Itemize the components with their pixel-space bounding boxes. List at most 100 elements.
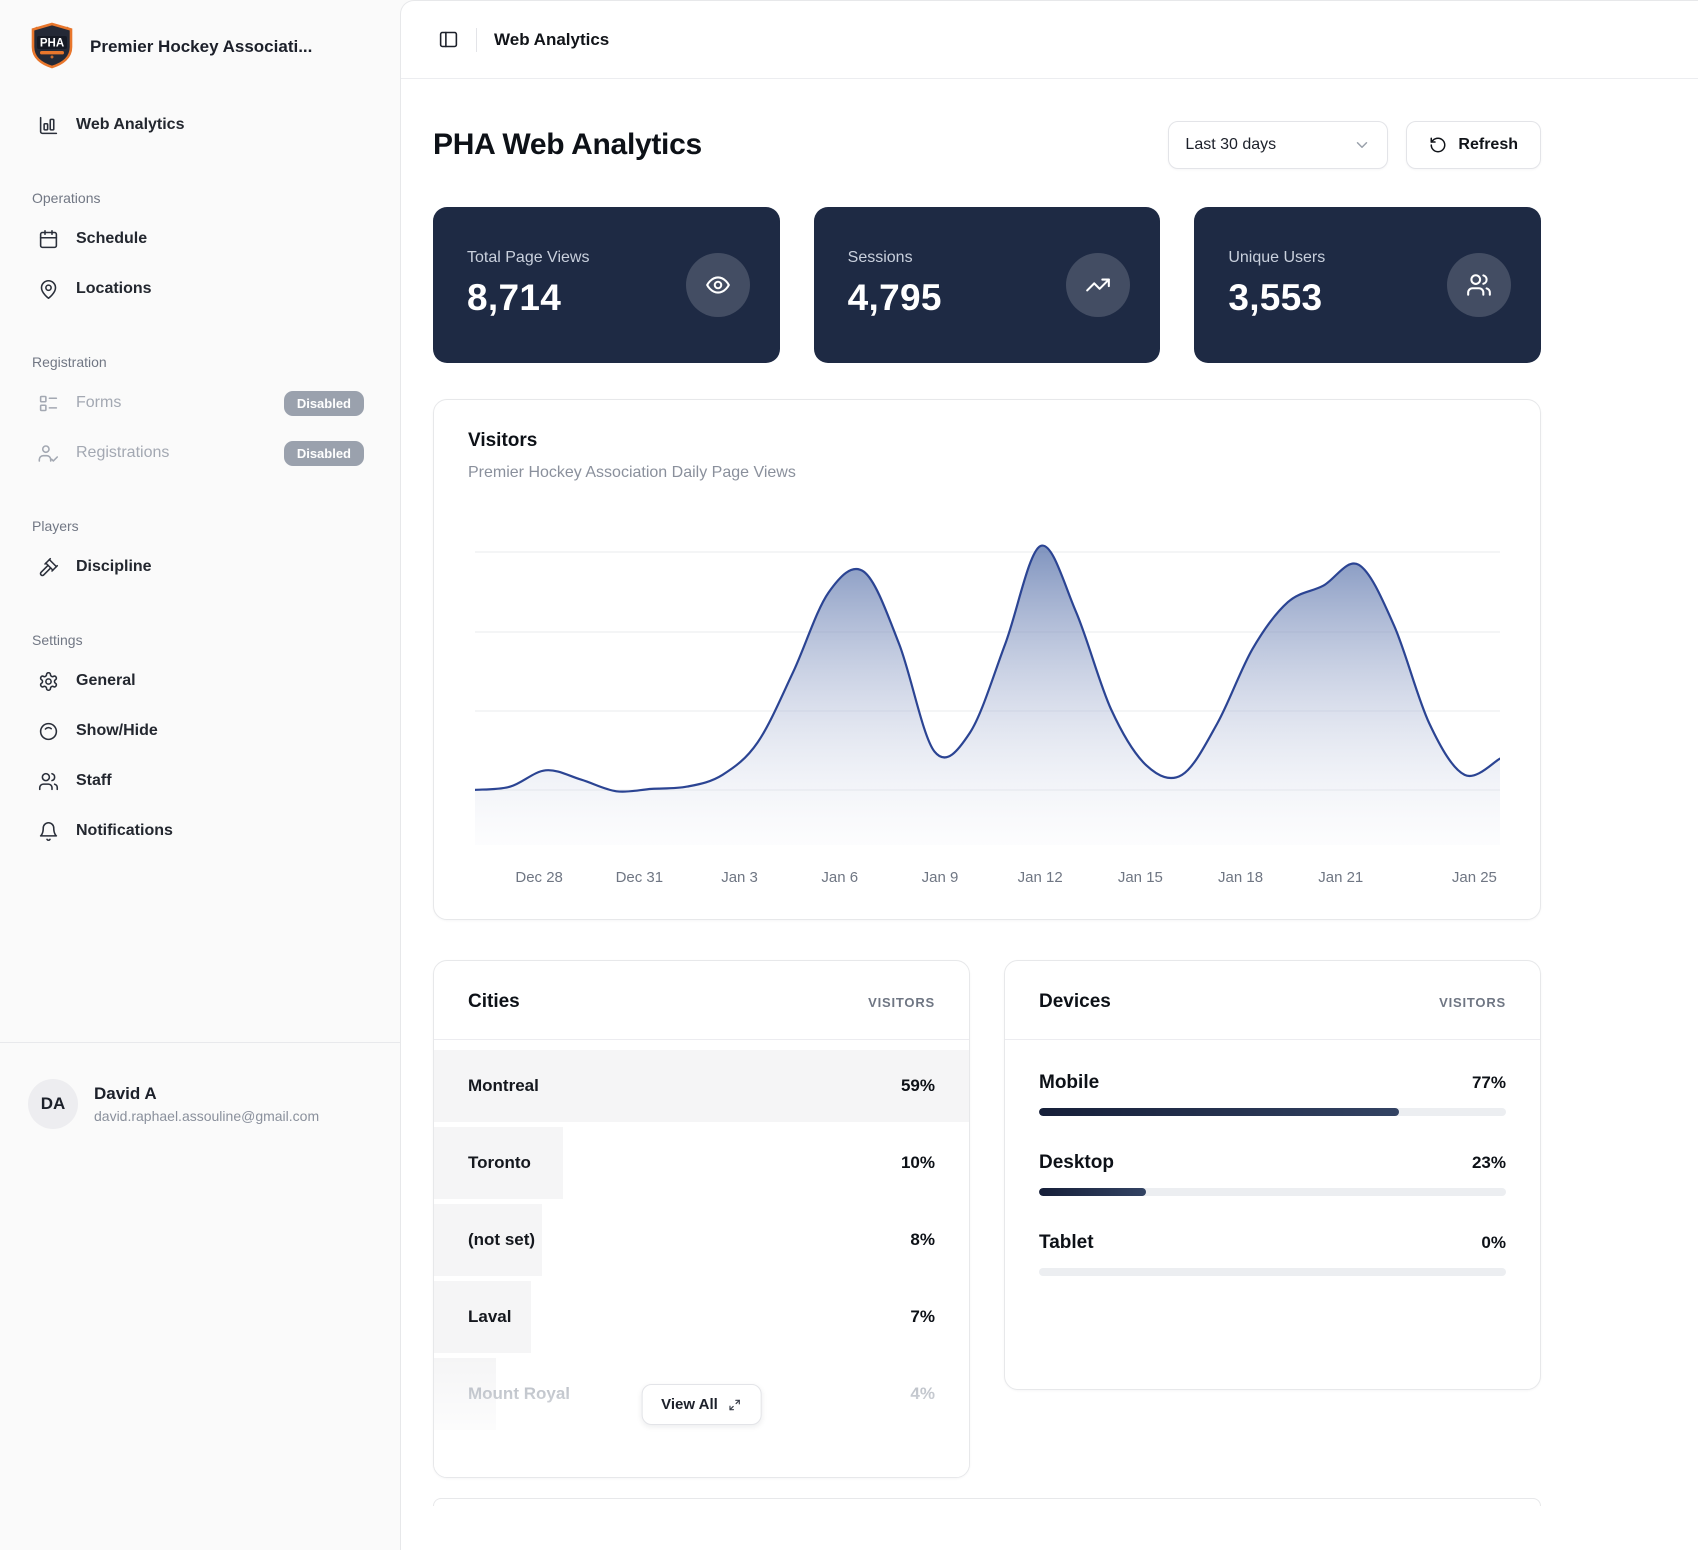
trending-up-icon	[1066, 253, 1131, 317]
x-tick-label: Jan 18	[1218, 869, 1264, 886]
user-menu[interactable]: DA David A david.raphael.assouline@gmail…	[28, 1079, 368, 1129]
progress-fill	[1039, 1108, 1399, 1116]
table-row[interactable]: (not set) 8%	[434, 1204, 969, 1276]
city-percent: 4%	[910, 1384, 935, 1403]
x-tick-label: Jan 6	[821, 869, 859, 886]
refresh-icon	[1430, 137, 1446, 153]
sidebar-item-label: Discipline	[76, 558, 152, 575]
list-item: Desktop 23%	[1039, 1152, 1506, 1196]
city-name: Mount Royal	[468, 1384, 570, 1403]
x-tick-label: Jan 21	[1318, 869, 1364, 886]
calendar-icon	[39, 229, 58, 248]
sidebar-item-web-analytics[interactable]: Web Analytics	[28, 100, 368, 150]
sidebar-section-registration: Registration Forms Disabled Registration…	[28, 354, 368, 478]
stat-card-unique-users: Unique Users 3,553	[1194, 207, 1541, 363]
progress-fill	[1039, 1188, 1147, 1196]
refresh-label: Refresh	[1458, 136, 1518, 153]
eye-icon	[685, 253, 750, 317]
city-bar	[434, 1204, 543, 1276]
device-name: Desktop	[1039, 1152, 1114, 1173]
disabled-badge: Disabled	[283, 440, 364, 466]
sidebar-item-locations[interactable]: Locations	[28, 264, 368, 314]
sidebar-toggle-icon[interactable]	[438, 29, 459, 50]
x-tick-label: Jan 15	[1117, 869, 1163, 886]
user-check-icon	[38, 444, 59, 462]
date-range-select[interactable]: Last 30 days	[1168, 121, 1389, 169]
area-chart-svg	[475, 544, 1500, 845]
sidebar-item-label: Registrations	[76, 444, 170, 461]
divider	[476, 27, 477, 52]
city-percent: 7%	[910, 1307, 935, 1326]
list-item: Tablet 0%	[1039, 1232, 1506, 1276]
progress-track	[1039, 1268, 1506, 1276]
sidebar-item-label: Forms	[76, 394, 122, 411]
section-header: Registration	[32, 354, 107, 370]
table-row[interactable]: Toronto 10%	[434, 1127, 969, 1199]
view-all-label: View All	[661, 1396, 718, 1413]
sidebar-item-discipline[interactable]: Discipline	[28, 542, 368, 592]
date-range-value: Last 30 days	[1185, 136, 1277, 153]
disabled-badge: Disabled	[283, 390, 364, 416]
progress-track	[1039, 1188, 1506, 1196]
devices-card: Devices VISITORS Mobile 77% Desktop 23%	[1004, 960, 1541, 1390]
devices-visitors-column-header: VISITORS	[1439, 994, 1506, 1010]
view-all-button[interactable]: View All	[641, 1384, 762, 1425]
sidebar-item-label: Show/Hide	[76, 722, 158, 739]
sidebar-item-label: Staff	[76, 772, 112, 789]
sidebar-item-notifications[interactable]: Notifications	[28, 806, 368, 856]
sidebar-item-general[interactable]: General	[28, 656, 368, 706]
line-series	[475, 544, 1500, 793]
devices-title: Devices	[1039, 991, 1111, 1012]
cities-rows: Montreal 59% Toronto 10% (not set) 8%	[434, 1050, 969, 1430]
device-percent: 23%	[1471, 1153, 1506, 1172]
users-icon	[1446, 253, 1511, 317]
device-percent: 77%	[1471, 1073, 1506, 1092]
sidebar-item-schedule[interactable]: Schedule	[28, 214, 368, 264]
org-switcher[interactable]: PHA Premier Hockey Associati...	[28, 20, 368, 74]
breadcrumb: Web Analytics	[494, 29, 610, 49]
x-tick-label: Dec 28	[515, 869, 563, 886]
x-tick-label: Jan 12	[1017, 869, 1063, 886]
table-row[interactable]: Laval 7%	[434, 1281, 969, 1353]
cities-title: Cities	[468, 991, 520, 1012]
stat-card-sessions: Sessions 4,795	[813, 207, 1161, 363]
device-name: Tablet	[1039, 1232, 1094, 1253]
device-name: Mobile	[1039, 1072, 1100, 1093]
table-row[interactable]: Montreal 59%	[434, 1050, 969, 1122]
x-axis-labels: Dec 28 Dec 31 Jan 3 Jan 6 Jan 9 Jan 12 Jan 15 J…	[475, 859, 1500, 895]
progress-track	[1039, 1108, 1506, 1116]
area-chart: Dec 28 Dec 31 Jan 3 Jan 6 Jan 9 Jan 12 Jan 15 J…	[475, 508, 1500, 895]
topbar: Web Analytics	[401, 1, 1698, 79]
layout-list-icon	[39, 395, 58, 411]
user-email: david.raphael.assouline@gmail.com	[94, 1108, 320, 1124]
refresh-button[interactable]: Refresh	[1406, 121, 1541, 169]
city-percent: 59%	[900, 1076, 935, 1095]
city-name: Montreal	[468, 1076, 539, 1095]
map-pin-icon	[40, 279, 57, 299]
users-icon	[38, 772, 59, 790]
chart-subtitle: Premier Hockey Association Daily Page Vi…	[468, 464, 796, 481]
gear-icon	[39, 671, 58, 691]
x-tick-label: Jan 25	[1451, 869, 1497, 886]
pha-logo: PHA	[28, 21, 76, 74]
sidebar-item-label: Web Analytics	[76, 116, 185, 133]
stat-value: 3,553	[1228, 277, 1323, 318]
sidebar-section-settings: Settings General Show/Hide Staff Notific…	[28, 632, 368, 856]
list-item: Mobile 77%	[1039, 1072, 1506, 1116]
stat-value: 8,714	[467, 277, 562, 318]
cities-visitors-column-header: VISITORS	[868, 994, 935, 1010]
sidebar-item-registrations: Registrations Disabled	[28, 428, 368, 478]
city-name: Laval	[468, 1307, 512, 1326]
sidebar: PHA Premier Hockey Associati... Web Anal…	[0, 0, 400, 1550]
sidebar-item-staff[interactable]: Staff	[28, 756, 368, 806]
section-header: Settings	[32, 632, 83, 648]
bar-chart-icon	[39, 116, 58, 134]
avatar: DA	[28, 1079, 78, 1129]
sidebar-item-show-hide[interactable]: Show/Hide	[28, 706, 368, 756]
stat-value: 4,795	[847, 277, 942, 318]
expand-icon	[729, 1399, 741, 1410]
sidebar-item-label: Notifications	[76, 822, 173, 839]
city-percent: 8%	[910, 1230, 935, 1249]
next-section-edge	[433, 1498, 1541, 1506]
x-tick-label: Jan 3	[721, 869, 758, 886]
